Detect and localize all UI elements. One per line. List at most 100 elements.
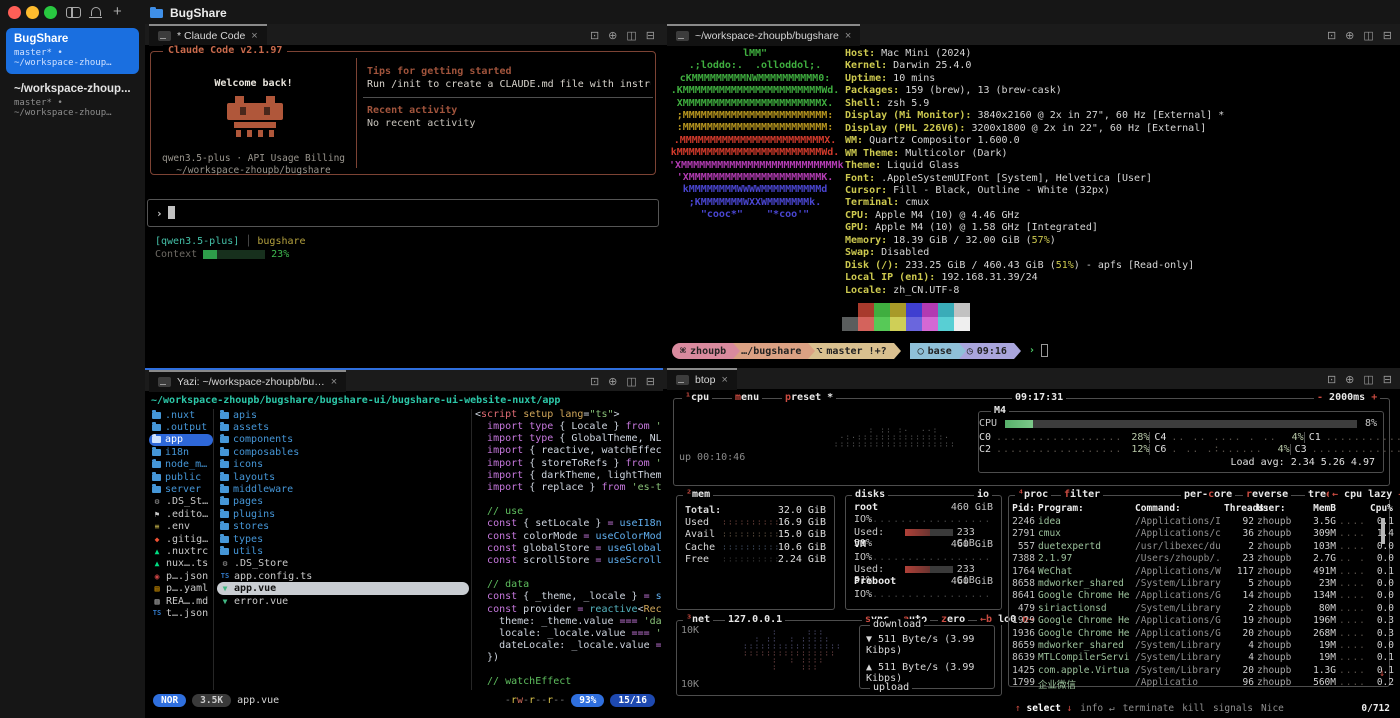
- proc-cycle-control[interactable]: ← cpu lazy →: [1329, 489, 1400, 500]
- proc-col-header[interactable]: Threads:: [1224, 503, 1270, 514]
- split-vertical-icon[interactable]: ◫: [626, 29, 637, 42]
- folder-item-components[interactable]: components: [217, 434, 469, 446]
- update-interval[interactable]: - 2000ms +: [1314, 392, 1381, 403]
- close-tab-icon[interactable]: ×: [721, 374, 728, 386]
- net-cycle-control[interactable]: ←b lo0 n→: [977, 614, 1038, 625]
- file-item-app.vue[interactable]: ▼ app.vue: [217, 582, 469, 595]
- folder-item-node-m-[interactable]: node_m…: [149, 459, 213, 471]
- process-row[interactable]: 1929 Google Chrome He/Applications/G 19 zho…: [1009, 615, 1394, 626]
- process-row[interactable]: 557 duetexpertd/usr/libexec/du 2 zhoupb 103M…: [1009, 541, 1394, 552]
- filter-button[interactable]: filter: [1061, 489, 1104, 500]
- new-pane-icon[interactable]: ⊡: [1326, 373, 1337, 386]
- menu-button[interactable]: menu: [732, 392, 763, 403]
- proc-col-header[interactable]: MemB: [1313, 503, 1336, 514]
- preset-button[interactable]: preset *: [782, 392, 837, 403]
- folder-item-composables[interactable]: composables: [217, 446, 469, 458]
- close-tab-icon[interactable]: ×: [330, 376, 338, 388]
- process-row[interactable]: 7388 2.1.97/Users/zhoupb/. 23 zhoupb 2.7G.. …: [1009, 553, 1394, 564]
- process-row[interactable]: 8639 MTLCompilerServi/System/Library 4 zhou…: [1009, 652, 1394, 663]
- window-tab[interactable]: BugShare: [150, 3, 227, 23]
- proc-option-percore[interactable]: per-core: [1181, 489, 1236, 500]
- file-item-p-.json[interactable]: ◉ p….json: [149, 570, 213, 582]
- io-label[interactable]: io: [974, 489, 993, 500]
- process-row[interactable]: 1936 Google Chrome He/Applications/G 20 zho…: [1009, 628, 1394, 639]
- footer-action-terminate[interactable]: terminate: [1122, 703, 1175, 714]
- file-item-.env[interactable]: ≡ .env: [149, 521, 213, 533]
- proc-col-header[interactable]: [1339, 503, 1367, 514]
- file-item-.edito-[interactable]: ⚑ .edito…: [149, 508, 213, 520]
- split-horizontal-icon[interactable]: ⊟: [645, 375, 655, 388]
- proc-option-reverse[interactable]: reverse: [1243, 489, 1292, 500]
- close-window-button[interactable]: [8, 6, 21, 19]
- sidebar-toggle-icon[interactable]: [66, 7, 81, 18]
- file-item-error.vue[interactable]: ▼ error.vue: [217, 595, 469, 607]
- folder-item-apis[interactable]: apis: [217, 409, 469, 421]
- globe-icon[interactable]: ⊕: [608, 375, 618, 388]
- globe-icon[interactable]: ⊕: [1345, 29, 1355, 42]
- folder-item-middleware[interactable]: middleware: [217, 483, 469, 495]
- file-item-.gitig-[interactable]: ◆ .gitig…: [149, 533, 213, 545]
- new-session-button[interactable]: +: [113, 3, 122, 20]
- close-tab-icon[interactable]: ×: [844, 30, 852, 42]
- proc-col-header[interactable]: Pid:: [1012, 503, 1035, 514]
- split-horizontal-icon[interactable]: ⊟: [1382, 29, 1392, 42]
- folder-item-app[interactable]: app: [149, 433, 213, 447]
- split-vertical-icon[interactable]: ◫: [1363, 29, 1374, 42]
- proc-col-header[interactable]: Cpu% ↑: [1370, 503, 1400, 514]
- file-item-.DS-Store[interactable]: ⚙ .DS_Store: [217, 558, 469, 570]
- folder-item-stores[interactable]: stores: [217, 521, 469, 533]
- process-row[interactable]: 8641 Google Chrome He/Applications/G 14 zho…: [1009, 590, 1394, 601]
- claude-prompt-input[interactable]: ›: [147, 199, 659, 227]
- folder-item-.nuxt[interactable]: .nuxt: [149, 409, 213, 421]
- footer-action-Nice[interactable]: Nice: [1261, 703, 1284, 714]
- new-pane-icon[interactable]: ⊡: [589, 375, 600, 388]
- split-horizontal-icon[interactable]: ⊟: [645, 29, 655, 42]
- globe-icon[interactable]: ⊕: [1345, 373, 1355, 386]
- sidebar-item-2[interactable]: ~/workspace-zhoup... master* • ~/workspac…: [6, 78, 139, 124]
- notifications-bell-icon[interactable]: [89, 7, 102, 18]
- footer-action-signals[interactable]: signals: [1212, 703, 1254, 714]
- file-item-p-.yaml[interactable]: ▤ p….yaml: [149, 582, 213, 594]
- process-row[interactable]: 8658 mdworker_shared/System/Library 5 zhoup…: [1009, 578, 1394, 589]
- select-control[interactable]: ↑ select ↓: [1015, 703, 1073, 714]
- sidebar-item-1[interactable]: BugShare master* • ~/workspace-zhoup…: [6, 28, 139, 74]
- proc-col-header[interactable]: User:: [1257, 503, 1286, 514]
- folder-item-assets[interactable]: assets: [217, 421, 469, 433]
- folder-item-public[interactable]: public: [149, 471, 213, 483]
- file-item-nux-.ts[interactable]: ▲ nux….ts: [149, 558, 213, 570]
- folder-item-.output[interactable]: .output: [149, 421, 213, 433]
- proc-scrollbar[interactable]: [1381, 518, 1385, 544]
- folder-item-i18n[interactable]: i18n: [149, 446, 213, 458]
- file-item-REA-.md[interactable]: ▥ REA….md: [149, 595, 213, 607]
- proc-col-header[interactable]: Program:: [1038, 503, 1084, 514]
- zoom-window-button[interactable]: [44, 6, 57, 19]
- file-item-t-.json[interactable]: TS t….json: [149, 607, 213, 619]
- footer-action-kill[interactable]: kill: [1182, 703, 1205, 714]
- footer-action-info[interactable]: info ↵: [1080, 703, 1115, 714]
- folder-item-pages[interactable]: pages: [217, 496, 469, 508]
- process-row[interactable]: 1764 WeChat/Applications/W 117 zhoupb 491M..…: [1009, 566, 1394, 577]
- folder-item-plugins[interactable]: plugins: [217, 508, 469, 520]
- folder-item-server[interactable]: server: [149, 483, 213, 495]
- tab-fastfetch[interactable]: ~/workspace-zhoupb/bugshare ×: [667, 24, 861, 46]
- process-row[interactable]: 479 siriactionsd/System/Library 2 zhoupb 80M…: [1009, 603, 1394, 614]
- folder-item-types[interactable]: types: [217, 533, 469, 545]
- split-horizontal-icon[interactable]: ⊟: [1382, 373, 1392, 386]
- new-pane-icon[interactable]: ⊡: [589, 29, 600, 42]
- minimize-window-button[interactable]: [26, 6, 39, 19]
- shell-prompt[interactable]: ⌘ zhoupb …/bugshare ⌥ master !+? ◯ base ◷ 09:16 ›: [672, 343, 1048, 359]
- process-row[interactable]: 1425 com.apple.Virtua/System/Library 20 zho…: [1009, 665, 1394, 676]
- file-item-.nuxtrc[interactable]: ▲ .nuxtrc: [149, 545, 213, 557]
- file-item-.DS-St-[interactable]: ⚙ .DS_St…: [149, 496, 213, 508]
- new-pane-icon[interactable]: ⊡: [1326, 29, 1337, 42]
- split-vertical-icon[interactable]: ◫: [626, 375, 637, 388]
- folder-item-icons[interactable]: icons: [217, 459, 469, 471]
- folder-item-utils[interactable]: utils: [217, 545, 469, 557]
- tab-yazi[interactable]: Yazi: ~/workspace-zhoupb/bu… ×: [149, 370, 347, 392]
- folder-item-layouts[interactable]: layouts: [217, 471, 469, 483]
- close-tab-icon[interactable]: ×: [251, 30, 258, 42]
- proc-col-header[interactable]: Command:: [1135, 503, 1181, 514]
- process-row[interactable]: 8659 mdworker_shared/System/Library 4 zhoup…: [1009, 640, 1394, 651]
